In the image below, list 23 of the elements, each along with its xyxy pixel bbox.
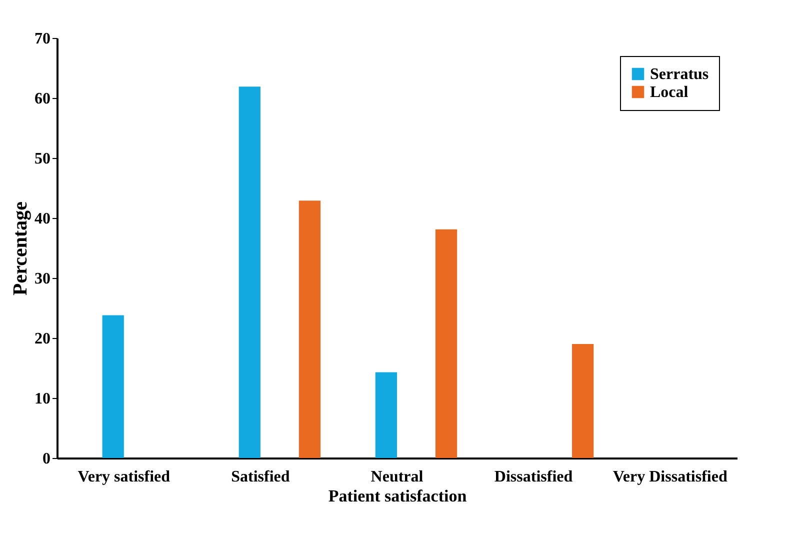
y-tick-label: 10 bbox=[34, 390, 50, 408]
legend-label: Serratus bbox=[650, 66, 709, 83]
bar bbox=[375, 372, 397, 458]
y-tick-label: 70 bbox=[34, 30, 50, 48]
y-tick-label: 0 bbox=[42, 450, 50, 468]
x-tick-label: Neutral bbox=[370, 468, 424, 486]
y-tick-label: 30 bbox=[34, 270, 50, 288]
x-tick-label: Very Dissatisfied bbox=[612, 468, 728, 486]
y-tick-label: 20 bbox=[34, 330, 50, 348]
x-tick-label: Satisfied bbox=[231, 468, 290, 486]
y-axis-title: Percentage bbox=[10, 201, 32, 296]
y-tick-label: 50 bbox=[34, 150, 50, 168]
bar bbox=[572, 344, 594, 458]
y-tick-label: 60 bbox=[34, 90, 50, 108]
bar bbox=[238, 86, 260, 458]
bar bbox=[435, 229, 458, 458]
y-tick-label: 40 bbox=[34, 210, 50, 228]
bar bbox=[102, 315, 124, 458]
x-axis-title: Patient satisfaction bbox=[328, 486, 468, 506]
x-tick-label: Very satisfied bbox=[78, 468, 170, 486]
bar bbox=[298, 200, 321, 458]
legend-label: Local bbox=[650, 84, 689, 101]
x-tick-label: Dissatisfied bbox=[494, 468, 573, 486]
